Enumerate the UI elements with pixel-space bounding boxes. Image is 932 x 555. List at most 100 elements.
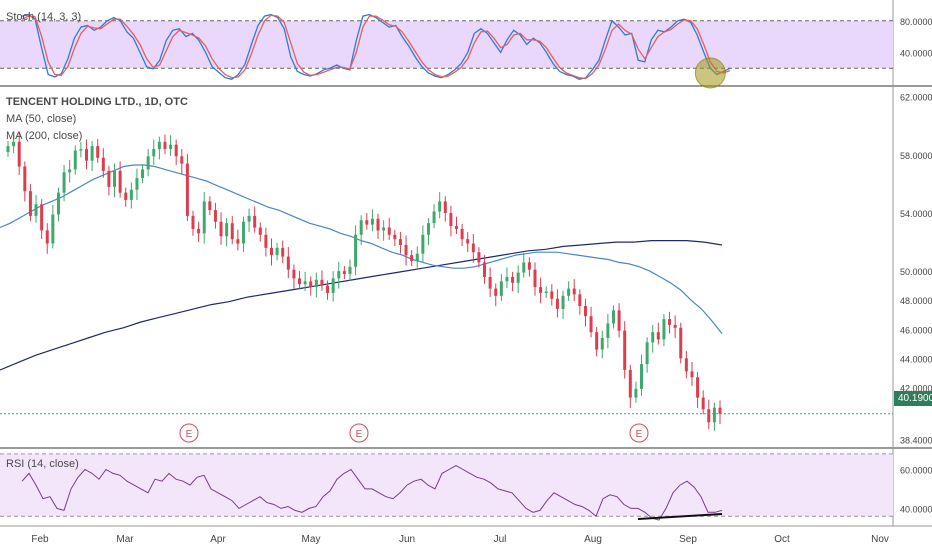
candle-body <box>51 214 55 244</box>
earnings-marker-label: E <box>636 429 643 440</box>
candle-body <box>40 204 44 231</box>
candle-body <box>157 141 161 150</box>
candle-body <box>337 271 341 279</box>
candle-body <box>73 150 77 170</box>
candle-body <box>455 226 459 229</box>
candle-body <box>421 234 425 254</box>
candle-body <box>180 156 184 164</box>
price-tick-label: 38.4000 <box>900 436 932 446</box>
candle-body <box>348 266 352 275</box>
candle-body <box>600 337 604 350</box>
candle-body <box>28 191 32 216</box>
candle-body <box>522 262 526 273</box>
price-title: TENCENT HOLDING LTD., 1D, OTC <box>6 96 188 108</box>
candle-body <box>225 223 229 237</box>
candle-body <box>696 377 700 398</box>
candle-body <box>712 407 716 423</box>
candle-body <box>354 234 358 267</box>
candle-body <box>141 169 145 179</box>
candle-body <box>129 189 133 200</box>
earnings-marker <box>179 423 199 443</box>
price-tick-label: 54.0000 <box>900 209 932 219</box>
ma200-legend: MA (200, close) <box>6 130 83 142</box>
candle-body <box>567 288 571 296</box>
candle-body <box>701 397 705 410</box>
candle-body <box>23 166 27 192</box>
candle-body <box>236 239 240 244</box>
candle-body <box>62 172 66 193</box>
candle-body <box>415 253 419 261</box>
candle-body <box>208 201 212 211</box>
candle-body <box>623 330 627 370</box>
candle-body <box>202 201 206 234</box>
candle-body <box>499 281 503 296</box>
candle-body <box>124 192 128 200</box>
candle-body <box>443 201 447 213</box>
stoch-tick-label: 40.0000 <box>900 48 932 58</box>
candle-body <box>555 298 559 309</box>
earnings-marker <box>629 423 649 443</box>
candle-body <box>640 364 644 389</box>
candle-body <box>113 170 117 187</box>
candle-body <box>213 210 217 222</box>
candle-body <box>583 306 587 317</box>
candle-body <box>471 243 475 253</box>
earnings-marker-label: E <box>356 429 363 440</box>
candle-body <box>370 218 374 225</box>
candle-body <box>533 269 537 288</box>
candle-body <box>320 279 324 286</box>
candle-body <box>56 192 60 215</box>
candle-body <box>595 332 599 350</box>
candle-body <box>79 149 83 151</box>
candle-body <box>101 157 105 171</box>
rsi-tick-label: 40.0000 <box>900 504 932 514</box>
candle-body <box>488 276 492 289</box>
price-tick-label: 58.0000 <box>900 151 932 161</box>
candle-body <box>679 327 683 359</box>
candle-body <box>527 262 531 270</box>
candle-body <box>219 221 223 237</box>
candle-body <box>342 271 346 275</box>
candle-body <box>578 294 582 307</box>
candle-body <box>174 144 178 157</box>
candle-body <box>12 141 16 147</box>
candle-body <box>634 388 638 398</box>
candle-body <box>197 228 201 234</box>
candle-body <box>432 211 436 224</box>
candle-body <box>286 256 290 270</box>
candle-body <box>393 234 397 240</box>
candle-body <box>292 269 296 279</box>
time-axis-label: Oct <box>774 534 790 545</box>
stoch-title: Stoch (14, 3, 3) <box>6 11 82 23</box>
candle-body <box>118 170 122 193</box>
candle-body <box>544 291 548 293</box>
candle-body <box>146 156 150 170</box>
rsi-title: RSI (14, close) <box>6 458 79 470</box>
candle-body <box>673 324 677 328</box>
candle-body <box>398 239 402 245</box>
candle-body <box>404 244 408 256</box>
candle-body <box>645 342 649 365</box>
candle-body <box>387 227 391 235</box>
price-tick-label: 46.0000 <box>900 325 932 335</box>
time-axis-label: Jun <box>399 534 415 545</box>
candle-body <box>628 369 632 398</box>
candle-body <box>68 169 72 173</box>
candle-body <box>449 212 453 227</box>
candle-body <box>298 278 302 285</box>
time-axis-label: May <box>302 534 321 545</box>
time-axis-label: Apr <box>210 534 226 545</box>
price-tick-label: 44.0000 <box>900 354 932 364</box>
candle-body <box>275 247 279 256</box>
candle-body <box>264 234 268 248</box>
time-axis-label: Sep <box>679 534 697 545</box>
candle-body <box>152 149 156 157</box>
rsi-tick-label: 60.0000 <box>900 465 932 475</box>
candle-body <box>281 247 285 257</box>
candle-body <box>438 201 442 212</box>
candle-body <box>34 204 38 216</box>
candle-body <box>247 215 251 222</box>
candle-body <box>561 295 565 309</box>
